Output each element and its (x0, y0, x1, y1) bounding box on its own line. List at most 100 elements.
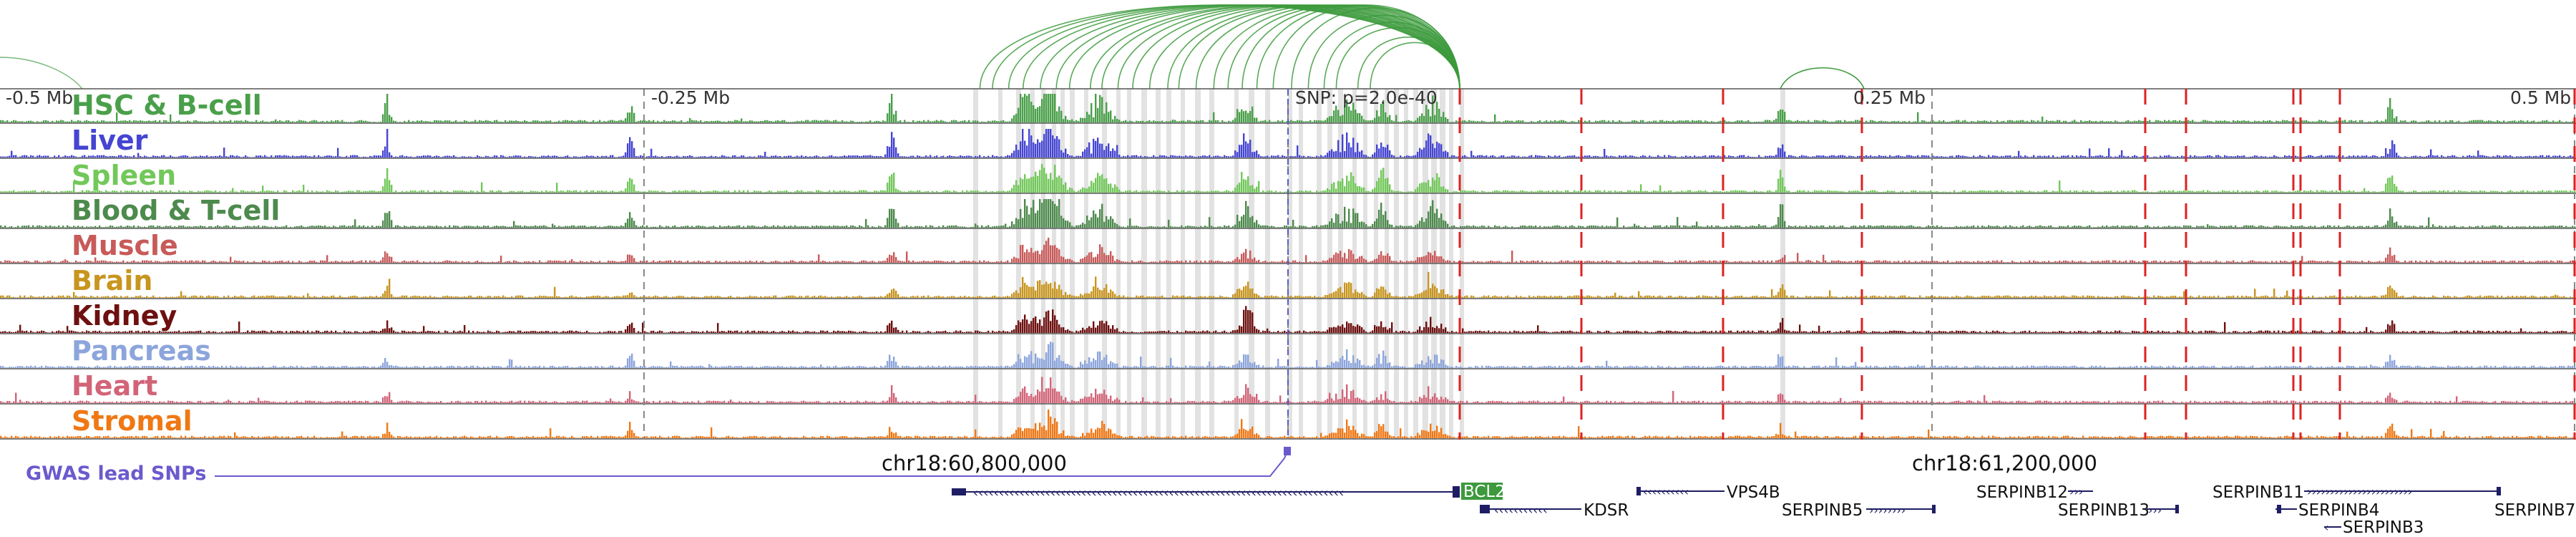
signal-bar (2078, 226, 2080, 228)
signal-bar (1144, 156, 1146, 158)
signal-bar (2147, 191, 2149, 193)
signal-bar (1395, 157, 1397, 158)
signal-bar (781, 157, 784, 158)
signal-bar (2215, 191, 2218, 193)
signal-bar (2110, 190, 2112, 193)
signal-bar (526, 226, 528, 228)
signal-bar (1490, 192, 1492, 193)
signal-bar (610, 155, 612, 158)
signal-bar (698, 156, 700, 158)
signal-bar (15, 155, 17, 158)
signal-bar (1026, 145, 1028, 158)
signal-bar (1496, 190, 1498, 193)
signal-bar (472, 121, 474, 122)
signal-bar (2155, 120, 2157, 122)
signal-bar (987, 192, 990, 193)
signal-bar (1539, 155, 1541, 158)
signal-bar (232, 226, 234, 228)
signal-bar (657, 190, 659, 193)
signal-bar (2046, 156, 2048, 158)
signal-bar (34, 226, 36, 228)
signal-bar (751, 225, 753, 228)
signal-bar (2054, 191, 2057, 193)
signal-bar (182, 155, 185, 158)
signal-bar (2520, 226, 2522, 228)
signal-bar (2087, 121, 2089, 122)
signal-bar (1331, 183, 1333, 193)
signal-bar (1112, 218, 1114, 228)
signal-bar (1911, 225, 1913, 228)
signal-bar (2464, 157, 2467, 158)
loop-arc (1195, 4, 1460, 90)
signal-bar (1174, 120, 1176, 122)
signal-bar (393, 227, 395, 228)
signal-bar (2471, 155, 2473, 158)
signal-bar (1717, 155, 1719, 158)
signal-bar (2475, 156, 2477, 158)
signal-bar (266, 156, 268, 158)
signal-bar (1503, 155, 1505, 158)
signal-bar (2559, 190, 2561, 193)
signal-bar (642, 225, 644, 228)
signal-bar (1788, 120, 1790, 122)
signal-bar (1567, 227, 1569, 228)
signal-bar (1451, 226, 1453, 228)
signal-bar (1277, 192, 1279, 193)
signal-bar (642, 191, 644, 193)
signal-bar (1816, 226, 1818, 228)
signal-bar (86, 226, 88, 228)
signal-bar (140, 155, 142, 158)
signal-bar (1704, 190, 1707, 193)
signal-bar (2464, 190, 2467, 193)
signal-bar (1803, 155, 1805, 158)
signal-bar (1719, 120, 1722, 122)
signal-bar (1142, 120, 1144, 122)
signal-bar (848, 227, 850, 228)
signal-bar (438, 226, 440, 228)
signal-bar (195, 226, 197, 228)
signal-bar (672, 120, 674, 122)
signal-bar (1282, 192, 1284, 193)
signal-bar (951, 155, 953, 158)
signal-bar (1294, 226, 1297, 228)
signal-bar (99, 261, 101, 263)
signal-bar (2394, 183, 2396, 193)
signal-bar (170, 226, 172, 228)
signal-bar (2168, 155, 2170, 158)
signal-bar (865, 218, 867, 228)
signal-bar (1314, 226, 1316, 228)
signal-bar (2149, 120, 2151, 122)
signal-bar (580, 226, 582, 228)
signal-bar (427, 190, 429, 193)
signal-bar (1129, 156, 1131, 158)
signal-bar (2512, 191, 2514, 193)
signal-bar (1324, 120, 1327, 122)
signal-bar (1616, 217, 1619, 228)
signal-bar (2527, 120, 2529, 122)
signal-bar (2239, 227, 2241, 228)
signal-bar (2451, 120, 2454, 122)
signal-bar (2269, 120, 2271, 122)
signal-bar (942, 120, 945, 122)
signal-bar (1548, 226, 1550, 228)
signal-bar (318, 191, 320, 193)
signal-bar (977, 156, 979, 158)
signal-bar (665, 226, 668, 228)
signal-bar (1200, 191, 1202, 193)
signal-bar (2089, 225, 2091, 228)
signal-bar (2142, 227, 2145, 228)
signal-bar (1846, 157, 1848, 158)
signal-bar (1986, 190, 1988, 193)
signal-bar (541, 190, 543, 193)
signal-bar (1614, 190, 1616, 193)
signal-bar (2044, 155, 2046, 158)
signal-bar (1737, 156, 1739, 158)
signal-bar (1801, 120, 1803, 122)
signal-bar (1565, 121, 1567, 122)
signal-bar (2016, 226, 2018, 228)
signal-bar (2331, 155, 2333, 158)
signal-bar (1185, 155, 1187, 158)
signal-bar (436, 191, 438, 193)
signal-bar (1404, 192, 1406, 193)
